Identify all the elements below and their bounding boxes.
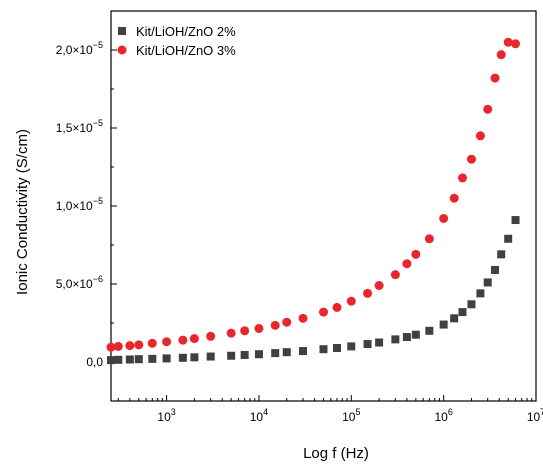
data-point — [347, 342, 356, 351]
data-point — [503, 37, 513, 47]
series-layer — [106, 37, 521, 365]
data-point — [467, 300, 476, 309]
data-point — [375, 338, 384, 347]
y-axis-title: Ionic Conductivity (S/cm) — [14, 129, 31, 295]
legend: Kit/LiOH/ZnO 2% Kit/LiOH/ZnO 3% — [117, 24, 236, 58]
y-tick-label-4: 2,0×10−5 — [56, 40, 103, 57]
data-point — [134, 340, 144, 350]
data-point — [483, 278, 492, 287]
data-point — [282, 348, 291, 357]
y-tick-label-0: 0,0 — [86, 355, 103, 369]
data-point — [178, 353, 187, 362]
x-tick-label-0: 103 — [157, 407, 175, 424]
plot-area — [110, 10, 537, 402]
data-point — [374, 281, 384, 291]
data-point — [282, 317, 292, 327]
data-point — [162, 354, 171, 363]
data-point — [439, 320, 448, 329]
y-axis-ticks: 0,0 5,0×10−6 1,0×10−5 1,5×10−5 2,0×10−5 — [56, 40, 117, 369]
data-point — [240, 326, 250, 336]
data-point — [319, 345, 328, 354]
y-tick-label-3: 1,5×10−5 — [56, 118, 103, 135]
data-point — [476, 289, 485, 298]
data-point — [206, 352, 215, 361]
legend-label-series-2: Kit/LiOH/ZnO 3% — [136, 43, 236, 58]
data-point — [466, 154, 476, 164]
data-point — [227, 351, 236, 360]
data-point — [106, 342, 116, 352]
data-point — [298, 313, 308, 323]
data-point — [254, 350, 263, 359]
data-point — [162, 337, 172, 347]
data-point — [425, 326, 434, 335]
data-point — [319, 307, 328, 317]
data-point — [475, 131, 485, 141]
data-point — [411, 249, 421, 259]
data-point — [147, 338, 157, 348]
data-point — [113, 341, 123, 351]
data-point — [190, 353, 199, 362]
x-axis-title: Log f (Hz) — [303, 445, 369, 462]
data-point — [483, 104, 493, 114]
data-point — [496, 50, 506, 60]
data-point — [178, 335, 188, 345]
data-point — [450, 314, 459, 323]
data-point — [107, 356, 115, 365]
series-1 — [107, 216, 520, 365]
legend-marker-series-2 — [117, 45, 127, 55]
data-point — [504, 234, 513, 243]
data-point — [402, 259, 412, 269]
data-point — [346, 296, 356, 306]
data-point — [458, 173, 468, 183]
series-2 — [106, 37, 521, 352]
data-point — [134, 355, 143, 364]
data-point — [125, 355, 134, 364]
data-point — [424, 234, 434, 244]
legend-label-series-1: Kit/LiOH/ZnO 2% — [136, 24, 236, 39]
data-point — [254, 323, 264, 333]
data-point — [497, 250, 506, 259]
data-point — [270, 320, 280, 330]
y-tick-label-1: 5,0×10−6 — [56, 274, 103, 291]
x-axis-ticks: 103 104 105 106 107 — [117, 395, 543, 424]
data-point — [332, 343, 341, 352]
data-point — [240, 350, 249, 359]
legend-marker-series-1 — [118, 27, 126, 35]
data-point — [491, 265, 500, 274]
x-tick-label-4: 107 — [527, 407, 543, 424]
data-point — [189, 334, 199, 344]
data-point — [148, 354, 157, 363]
data-point — [125, 341, 135, 351]
data-point — [391, 335, 400, 344]
data-point — [390, 270, 400, 280]
data-point — [226, 328, 236, 338]
data-point — [114, 355, 123, 364]
data-point — [402, 333, 411, 342]
data-point — [439, 213, 449, 223]
y-tick-label-2: 1,0×10−5 — [56, 196, 103, 213]
x-tick-label-3: 106 — [434, 407, 452, 424]
data-point — [490, 73, 500, 83]
x-tick-label-1: 104 — [250, 407, 268, 424]
data-point — [271, 349, 280, 358]
data-point — [299, 347, 308, 356]
data-point — [449, 193, 459, 203]
data-point — [511, 216, 520, 225]
data-point — [206, 331, 216, 341]
data-point — [411, 330, 420, 339]
data-point — [332, 302, 342, 312]
data-point — [511, 39, 521, 49]
data-point — [363, 288, 373, 298]
x-tick-label-2: 105 — [342, 407, 360, 424]
data-point — [363, 340, 372, 349]
data-point — [458, 308, 467, 317]
